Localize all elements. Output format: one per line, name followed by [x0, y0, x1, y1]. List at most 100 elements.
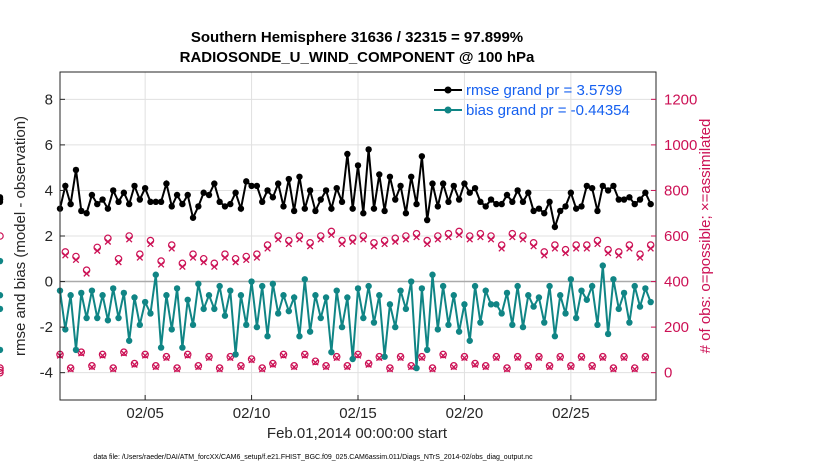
bias-data-point: [0, 292, 4, 299]
bias-data-point: [381, 353, 388, 360]
rmse-data-point: [306, 187, 314, 194]
rmse-data-point: [211, 180, 218, 187]
obs-possible-marker: [625, 241, 634, 249]
obs-assimilated-marker: [109, 365, 117, 373]
y2-tick-label: 1000: [664, 137, 697, 154]
rmse-data-point: [402, 210, 410, 217]
bias-data-point: [189, 321, 197, 329]
obs-possible-marker: [577, 352, 586, 361]
bias-data-point: [269, 280, 277, 288]
rmse-data-point: [418, 153, 426, 160]
rmse-data-point: [168, 203, 175, 210]
obs-possible-marker: [221, 250, 229, 259]
obs-assimilated-marker: [115, 258, 122, 266]
obs-assimilated-marker: [386, 365, 394, 373]
obs-assimilated-marker: [636, 254, 644, 261]
obs-assimilated-marker: [173, 365, 181, 373]
obs-possible-marker: [61, 248, 70, 256]
rmse-data-point: [120, 189, 128, 196]
bias-data-point: [157, 344, 165, 351]
obs-possible-marker: [338, 236, 346, 245]
x-tick-label: 02/15: [339, 405, 377, 422]
obs-assimilated-marker: [551, 245, 559, 252]
obs-assimilated-marker: [418, 354, 426, 362]
bias-data-point: [354, 285, 362, 292]
rmse-data-point: [381, 207, 388, 215]
obs-possible-marker: [237, 362, 245, 370]
obs-assimilated-marker: [588, 363, 596, 371]
obs-assimilated-marker: [179, 263, 186, 271]
obs-assimilated-marker: [450, 363, 458, 371]
bias-data-point: [418, 285, 426, 292]
obs-assimilated-marker: [493, 354, 500, 362]
rmse-data-point: [72, 166, 80, 174]
rmse-data-point: [322, 187, 330, 194]
bias-data-point: [168, 326, 175, 333]
obs-assimilated-marker: [322, 363, 330, 371]
rmse-data-point: [370, 205, 378, 212]
obs-possible-marker: [114, 254, 123, 263]
rmse-data-point: [136, 196, 144, 203]
obs-possible-marker: [173, 364, 181, 372]
obs-possible-marker: [620, 352, 628, 361]
obs-assimilated-marker: [360, 236, 367, 243]
rmse-data-point: [99, 196, 106, 203]
bias-data-point: [439, 282, 447, 290]
rmse-data-point: [461, 180, 468, 187]
bias-data-point: [94, 314, 101, 322]
obs-possible-marker: [231, 254, 240, 263]
rmse-data-point: [338, 198, 346, 206]
rmse-data-point: [620, 196, 628, 203]
rmse-series-line: [59, 149, 652, 231]
obs-possible-marker: [162, 352, 171, 361]
obs-assimilated-marker: [556, 354, 564, 362]
bias-data-point: [253, 323, 261, 331]
obs-possible-marker: [439, 350, 447, 359]
bias-data-point: [360, 314, 367, 322]
legend-bias-marker: [444, 106, 452, 114]
bias-data-point: [338, 323, 346, 331]
obs-possible-marker: [561, 245, 570, 254]
bias-data-point: [72, 346, 80, 354]
obs-assimilated-marker: [232, 258, 239, 266]
rmse-data-point: [78, 207, 85, 215]
rmse-data-point: [466, 189, 473, 196]
bias-data-point: [301, 276, 308, 283]
rmse-data-point: [392, 196, 399, 203]
obs-possible-marker: [98, 350, 107, 359]
obs-possible-marker: [290, 362, 298, 370]
bias-data-point: [290, 294, 298, 301]
rmse-data-point: [493, 200, 500, 208]
rmse-data-point: [189, 214, 197, 221]
bias-data-point: [99, 292, 106, 299]
bias-data-point: [562, 310, 569, 317]
obs-possible-marker: [210, 259, 219, 268]
obs-possible-marker: [396, 352, 405, 361]
rmse-data-point: [259, 198, 266, 206]
obs-assimilated-marker: [264, 245, 271, 252]
bias-data-point: [184, 296, 191, 303]
obs-possible-marker: [258, 364, 267, 372]
obs-assimilated-marker: [290, 363, 298, 371]
obs-possible-marker: [386, 364, 394, 372]
y-tick-label: 4: [45, 182, 53, 199]
obs-possible-marker: [551, 241, 559, 249]
obs-assimilated-marker: [445, 233, 452, 241]
bias-data-point: [376, 292, 383, 299]
obs-assimilated-marker: [72, 256, 80, 264]
rmse-data-point: [626, 194, 633, 201]
y2-tick-label: 1200: [664, 91, 697, 108]
bias-data-point: [471, 282, 479, 290]
obs-assimilated-marker: [439, 352, 447, 359]
rmse-data-point: [572, 205, 580, 212]
y-tick-label: 6: [45, 137, 53, 154]
bias-data-point: [615, 305, 622, 313]
bias-data-point: [221, 312, 229, 319]
obs-possible-marker: [364, 359, 373, 368]
rmse-data-point: [503, 191, 511, 199]
rmse-data-point: [360, 210, 367, 217]
obs-possible-marker: [146, 236, 155, 245]
obs-assimilated-marker: [503, 365, 511, 373]
obs-assimilated-marker: [184, 352, 191, 359]
obs-assimilated-marker: [402, 236, 410, 243]
